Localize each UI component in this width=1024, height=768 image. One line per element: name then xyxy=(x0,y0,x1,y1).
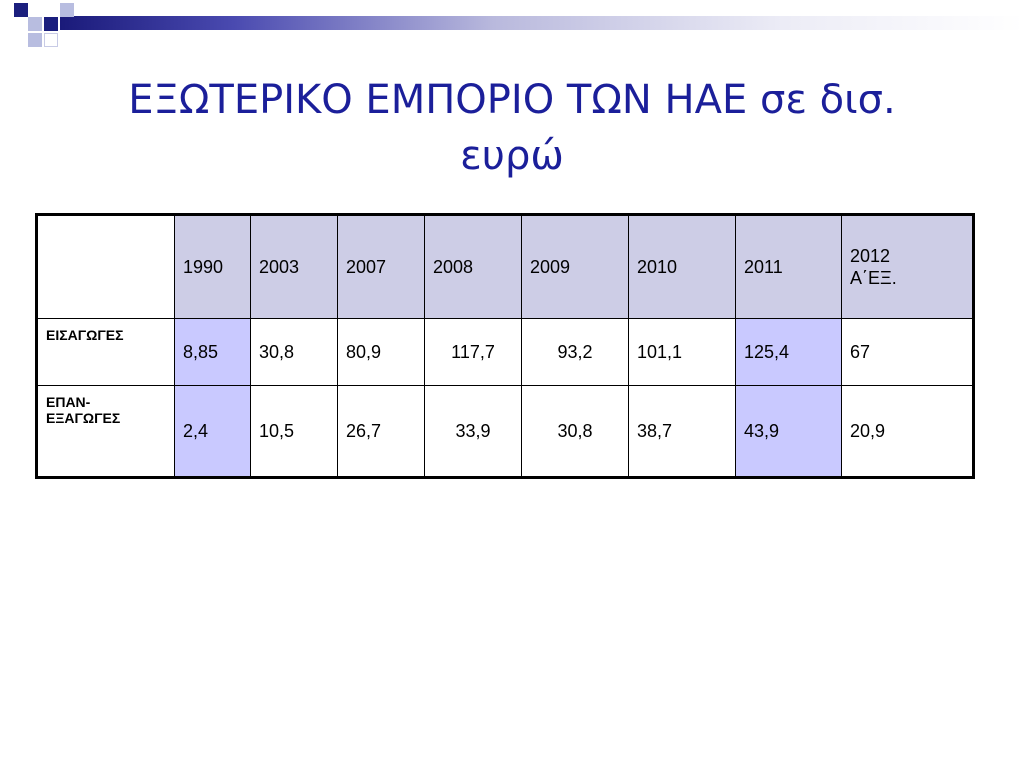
row-label-line2: ΕΞΑΓΩΓΕΣ xyxy=(46,410,121,426)
table-cell: 30,8 xyxy=(250,318,338,386)
table-cell: 43,9 xyxy=(735,385,842,478)
slide-title: ΕΞΩΤΕΡΙΚΟ ΕΜΠΟΡΙΟ ΤΩΝ ΗΑΕ σε δισ. ευρώ xyxy=(60,72,964,184)
column-header: 2003 xyxy=(250,214,338,319)
column-header: 2009 xyxy=(521,214,629,319)
table-row-imports: ΕΙΣΑΓΩΓΕΣ 8,85 30,8 80,9 117,7 93,2 101,… xyxy=(36,318,974,386)
table-cell: 101,1 xyxy=(628,318,736,386)
table-corner-cell xyxy=(36,214,175,319)
column-header-year: 2012 xyxy=(850,246,891,266)
table-cell: 2,4 xyxy=(174,385,251,478)
table-cell: 8,85 xyxy=(174,318,251,386)
column-header: 1990 xyxy=(174,214,251,319)
column-header: 2007 xyxy=(337,214,425,319)
table-header-row: 1990 2003 2007 2008 2009 2010 2011 2012 … xyxy=(36,214,974,319)
decoration-square xyxy=(28,17,42,31)
table-cell: 93,2 xyxy=(521,318,629,386)
table-cell: 117,7 xyxy=(424,318,522,386)
table-cell: 26,7 xyxy=(337,385,425,478)
table-cell: 10,5 xyxy=(250,385,338,478)
row-label: ΕΠΑΝ- ΕΞΑΓΩΓΕΣ xyxy=(36,385,175,478)
table-cell: 38,7 xyxy=(628,385,736,478)
header-decoration-bar xyxy=(60,16,1024,30)
table-cell: 67 xyxy=(841,318,974,386)
row-label-line1: ΕΠΑΝ- xyxy=(46,394,91,410)
table-cell: 20,9 xyxy=(841,385,974,478)
table-cell: 80,9 xyxy=(337,318,425,386)
row-label: ΕΙΣΑΓΩΓΕΣ xyxy=(36,318,175,386)
trade-table: 1990 2003 2007 2008 2009 2010 2011 2012 … xyxy=(35,213,975,479)
column-header-suffix: Α΄ΕΞ. xyxy=(850,268,897,288)
decoration-square xyxy=(28,33,42,47)
table-row-reexports: ΕΠΑΝ- ΕΞΑΓΩΓΕΣ 2,4 10,5 26,7 33,9 30,8 3… xyxy=(36,385,974,478)
decoration-square xyxy=(60,3,74,17)
column-header: 2012 Α΄ΕΞ. xyxy=(841,214,974,319)
table-cell: 125,4 xyxy=(735,318,842,386)
column-header: 2008 xyxy=(424,214,522,319)
column-header: 2011 xyxy=(735,214,842,319)
column-header: 2010 xyxy=(628,214,736,319)
table-cell: 33,9 xyxy=(424,385,522,478)
decoration-square xyxy=(44,17,58,31)
decoration-square xyxy=(14,3,28,17)
slide-title-line1: ΕΞΩΤΕΡΙΚΟ ΕΜΠΟΡΙΟ ΤΩΝ ΗΑΕ σε δισ. xyxy=(128,77,896,123)
slide-title-line2: ευρώ xyxy=(460,133,564,179)
decoration-square xyxy=(44,33,58,47)
table-cell: 30,8 xyxy=(521,385,629,478)
